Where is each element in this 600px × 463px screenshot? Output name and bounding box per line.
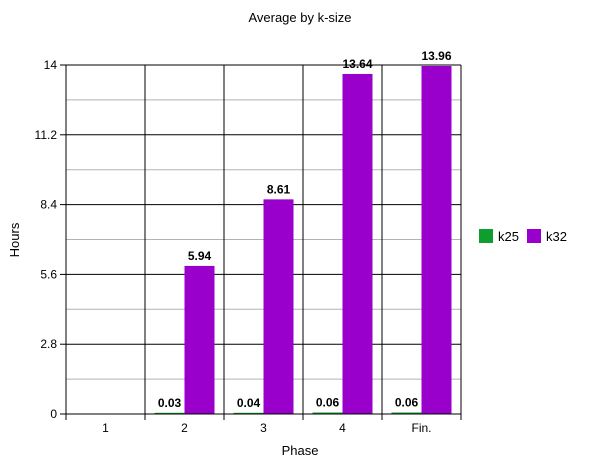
x-tick-label: 4 <box>339 421 346 435</box>
data-label-k32: 13.96 <box>421 49 451 63</box>
chart-title: Average by k-size <box>248 10 351 25</box>
bar-k25 <box>312 412 343 414</box>
x-tick-label: Fin. <box>411 421 431 435</box>
data-label-k25: 0.03 <box>158 396 182 410</box>
y-tick-label: 5.6 <box>40 267 57 281</box>
y-tick-label: 8.4 <box>40 198 57 212</box>
bar-k32 <box>421 65 452 415</box>
legend-label-k32: k32 <box>546 229 567 244</box>
legend-swatch-k25 <box>479 229 493 243</box>
x-tick-label: 3 <box>260 421 267 435</box>
data-label-k32: 13.64 <box>342 57 372 71</box>
y-tick-label: 2.8 <box>40 337 57 351</box>
legend: k25 k32 <box>479 229 567 244</box>
bars <box>154 65 452 415</box>
y-tick-label: 0 <box>50 407 57 421</box>
x-tick-label: 2 <box>181 421 188 435</box>
bar-k25 <box>154 412 185 414</box>
data-label-k25: 0.06 <box>316 396 340 410</box>
x-axis-title: Phase <box>282 443 319 458</box>
data-label-k25: 0.06 <box>395 396 419 410</box>
y-tick-label: 14 <box>44 58 58 72</box>
data-label-k32: 5.94 <box>188 249 212 263</box>
x-tick-label: 1 <box>102 421 109 435</box>
bar-k32 <box>342 73 373 414</box>
bar-k32 <box>184 265 215 414</box>
y-tick-label: 11.2 <box>35 128 58 142</box>
data-label-k25: 0.04 <box>237 396 261 410</box>
bar-k25 <box>233 412 264 414</box>
bar-k25 <box>391 412 422 414</box>
y-ticks: 0 2.8 5.6 8.4 11.2 14 <box>35 58 58 421</box>
data-labels: 0.03 0.04 0.06 0.06 5.94 8.61 13.64 13.96 <box>158 49 452 410</box>
data-label-k32: 8.61 <box>267 182 291 196</box>
legend-swatch-k32 <box>527 229 541 243</box>
axes <box>60 64 462 420</box>
bar-k32 <box>263 199 294 414</box>
legend-label-k25: k25 <box>498 229 519 244</box>
y-axis-title: Hours <box>7 222 22 257</box>
x-ticks: 1 2 3 4 Fin. <box>102 421 431 435</box>
